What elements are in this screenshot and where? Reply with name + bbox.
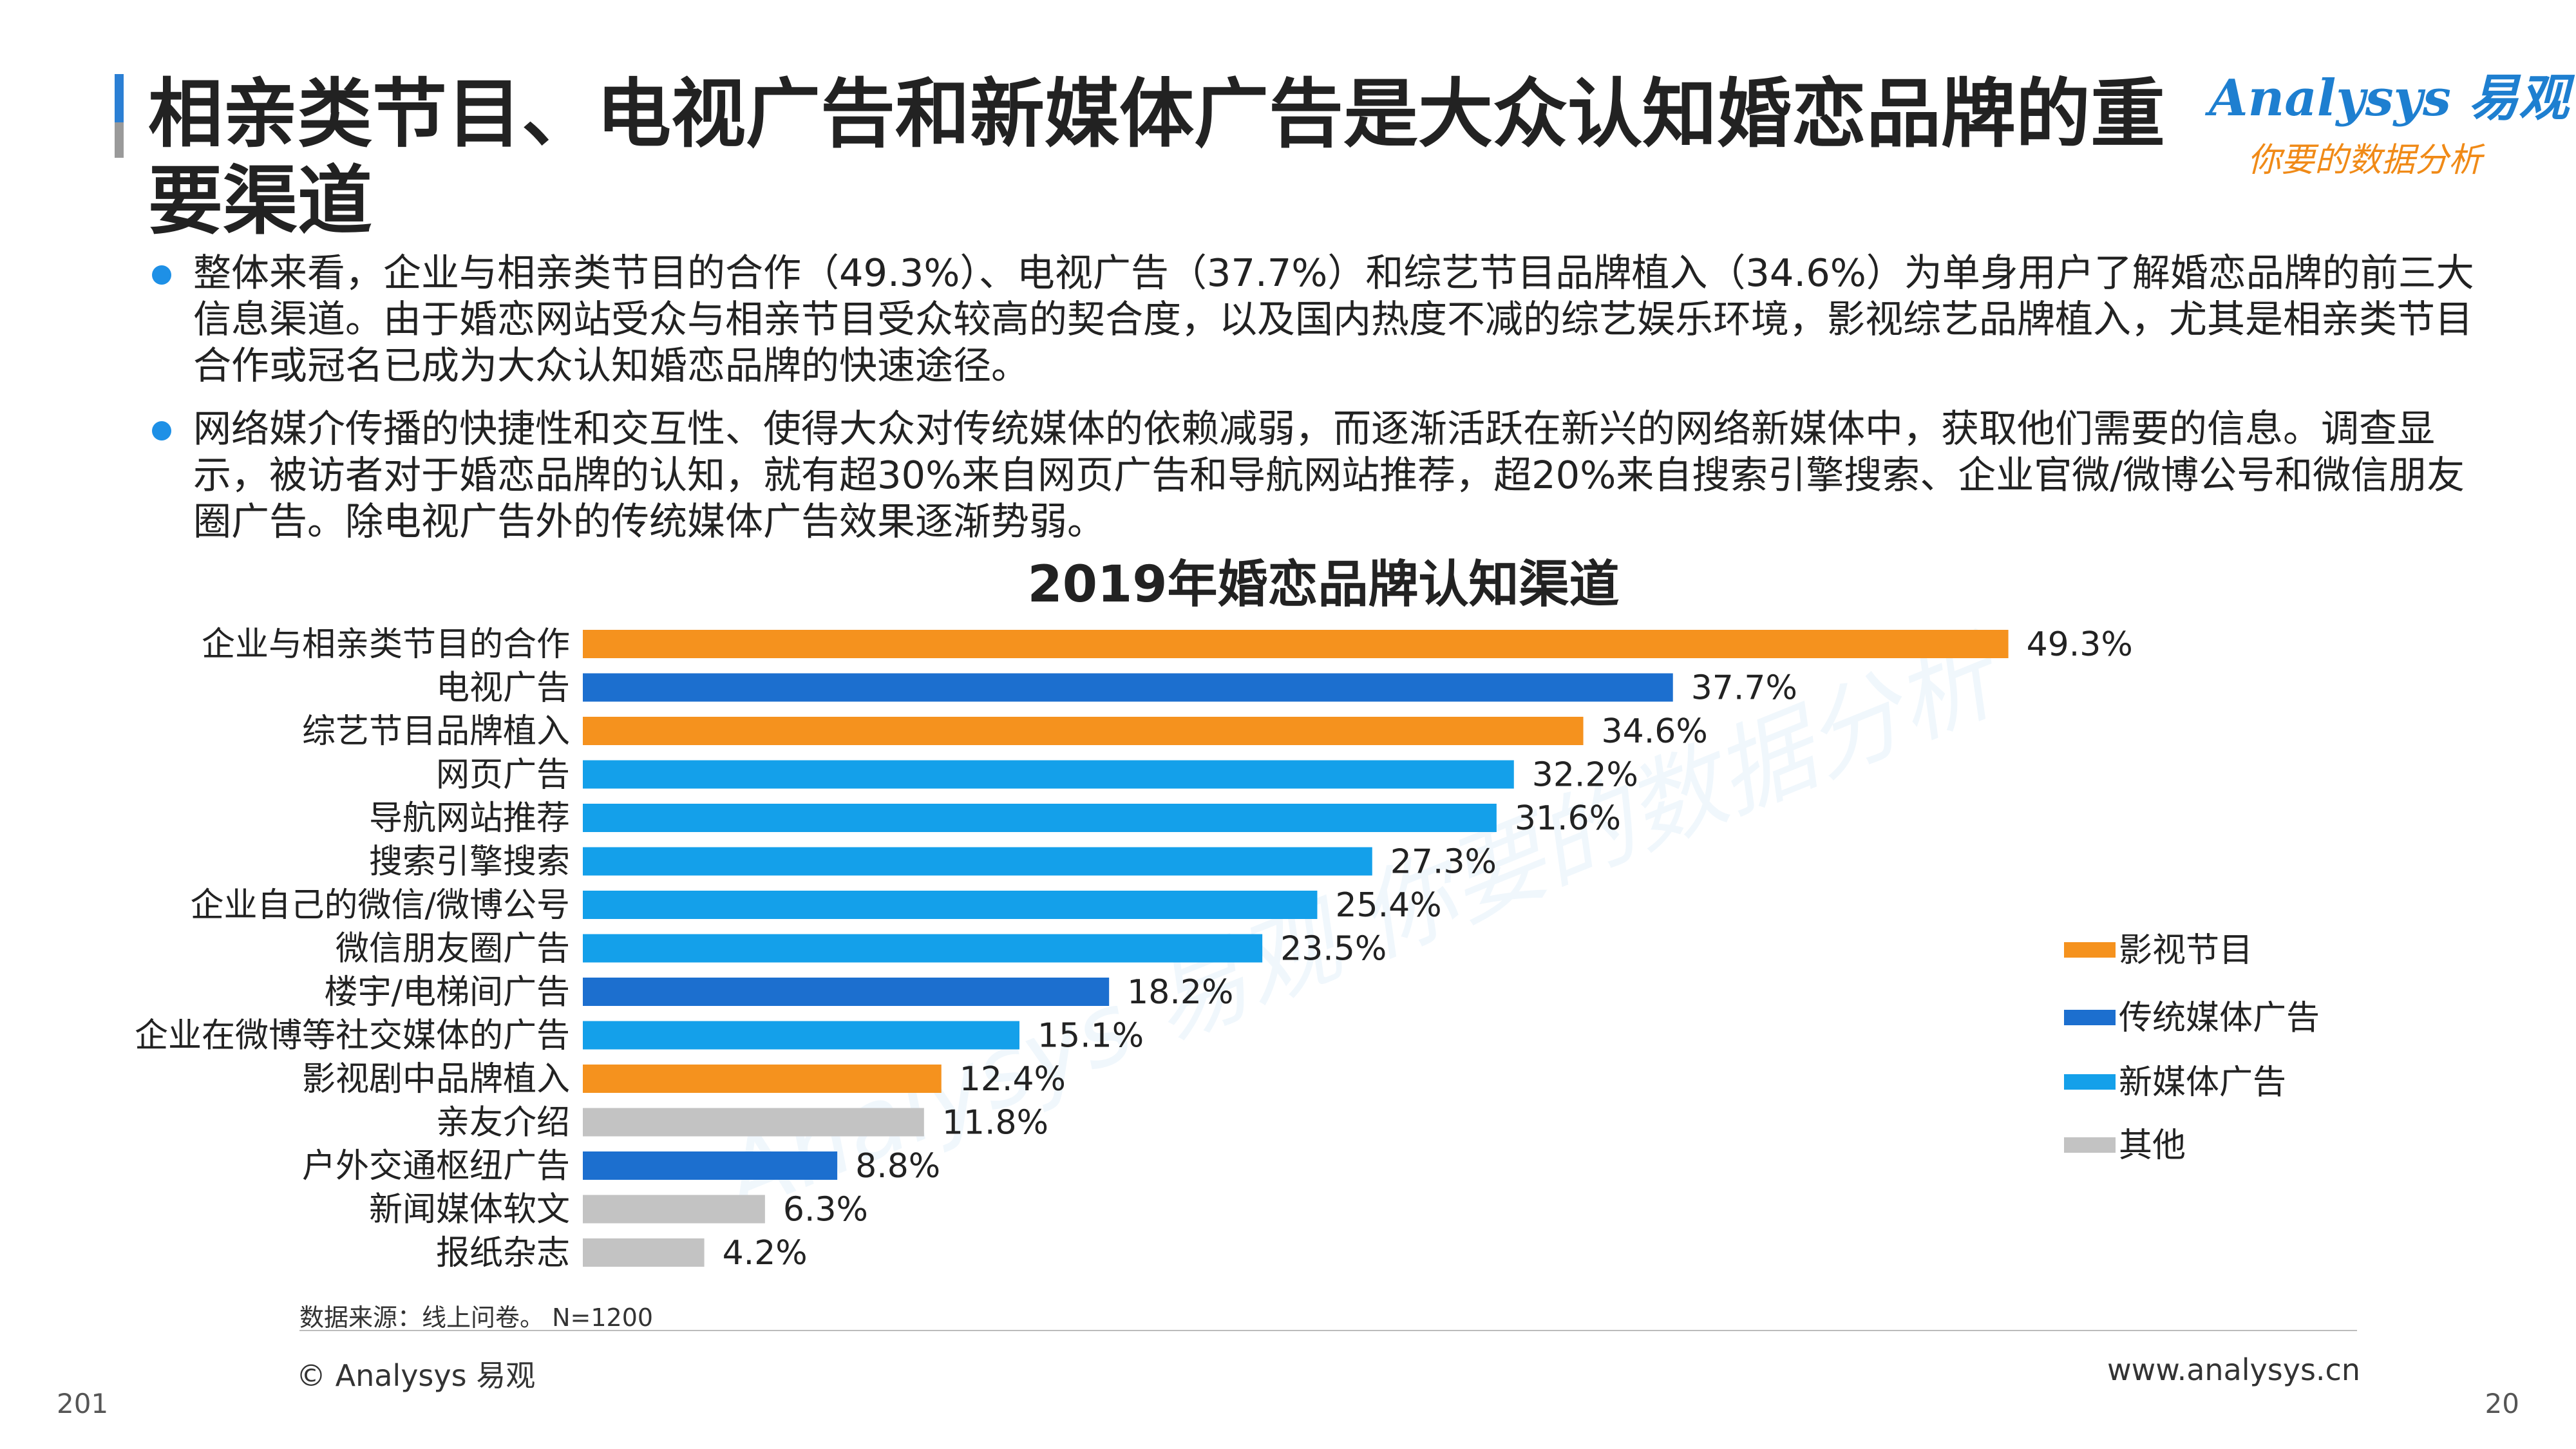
- bar: [583, 673, 1673, 702]
- category-label: 网页广告: [436, 756, 570, 795]
- legend-swatch: [2064, 1010, 2116, 1025]
- category-label: 企业自己的微信/微博公号: [190, 886, 570, 925]
- bar: [583, 760, 1514, 789]
- bar: [583, 891, 1318, 919]
- category-label: 企业在微博等社交媒体的广告: [135, 1017, 570, 1056]
- legend-label: 新媒体广告: [2119, 1063, 2286, 1102]
- bullet-text: 整体来看，企业与相亲类节目的合作（49.3%）、电视广告（37.7%）和综艺节目…: [193, 251, 2474, 388]
- category-label: 电视广告: [436, 669, 570, 708]
- value-label: 15.1%: [1037, 1017, 1144, 1056]
- value-label: 34.6%: [1602, 712, 1708, 751]
- analysys-logo: Analysys 易观 你要的数据分析: [2209, 58, 2570, 180]
- value-label: 4.2%: [723, 1234, 808, 1273]
- category-label: 新闻媒体软文: [369, 1191, 570, 1229]
- category-label: 楼宇/电梯间广告: [324, 973, 570, 1012]
- value-label: 11.8%: [942, 1104, 1048, 1142]
- category-label: 综艺节目品牌植入: [302, 712, 570, 751]
- bullet-list: 整体来看，企业与相亲类节目的合作（49.3%）、电视广告（37.7%）和综艺节目…: [148, 250, 2499, 562]
- legend-label: 其他: [2119, 1126, 2186, 1165]
- value-label: 8.8%: [855, 1147, 940, 1186]
- category-label: 影视剧中品牌植入: [302, 1060, 570, 1099]
- data-source: 数据来源：线上问卷。 N=1200: [299, 1303, 654, 1332]
- bar: [583, 978, 1110, 1006]
- legend-label: 传统媒体广告: [2119, 999, 2320, 1037]
- copyright: © Analysys 易观: [296, 1358, 536, 1393]
- bullet-text: 网络媒介传播的快捷性和交互性、使得大众对传统媒体的依赖减弱，而逐渐活跃在新兴的网…: [193, 406, 2465, 544]
- bar: [583, 1151, 838, 1180]
- bar: [583, 1065, 942, 1093]
- chart-title: 2019年婚恋品牌认知渠道: [1027, 556, 1620, 614]
- legend-swatch: [2064, 942, 2116, 958]
- category-label: 搜索引擎搜索: [369, 843, 570, 882]
- value-label: 25.4%: [1335, 886, 1441, 925]
- value-label: 49.3%: [2027, 625, 2133, 664]
- bullet-item: 网络媒介传播的快捷性和交互性、使得大众对传统媒体的依赖减弱，而逐渐活跃在新兴的网…: [148, 406, 2499, 545]
- bullet-item: 整体来看，企业与相亲类节目的合作（49.3%）、电视广告（37.7%）和综艺节目…: [148, 250, 2499, 389]
- footer-divider: [299, 1330, 2357, 1331]
- website-link[interactable]: www.analysys.cn: [2107, 1352, 2360, 1387]
- bar-chart: 企业与相亲类节目的合作 49.3% 电视广告 37.7% 综艺节目品牌植入 34.6% 网页…: [135, 625, 2320, 1273]
- value-label: 23.5%: [1280, 930, 1387, 969]
- value-label: 37.7%: [1691, 669, 1797, 708]
- bar: [583, 1021, 1019, 1050]
- category-label: 微信朋友圈广告: [336, 930, 570, 969]
- bar: [583, 847, 1372, 876]
- category-label: 企业与相亲类节目的合作: [202, 625, 570, 664]
- logo-brand: Analysys 易观: [2209, 69, 2570, 128]
- legend-swatch: [2064, 1137, 2116, 1153]
- value-label: 6.3%: [783, 1191, 868, 1229]
- page-number-right: 20: [2485, 1388, 2519, 1419]
- legend-swatch: [2064, 1074, 2116, 1090]
- value-label: 18.2%: [1127, 973, 1233, 1012]
- page-number-left: 201: [57, 1388, 109, 1419]
- category-label: 户外交通枢纽广告: [302, 1147, 570, 1186]
- page-title: 相亲类节目、电视广告和新媒体广告是大众认知婚恋品牌的重要渠道: [148, 71, 2165, 245]
- legend-label: 影视节目: [2119, 931, 2253, 970]
- bar: [583, 1108, 924, 1137]
- bar: [583, 804, 1497, 832]
- value-label: 27.3%: [1390, 843, 1497, 882]
- category-label: 报纸杂志: [436, 1234, 570, 1273]
- bar: [583, 934, 1263, 963]
- bar: [583, 630, 2009, 658]
- bar: [583, 717, 1584, 745]
- bullet-dot-icon: [152, 265, 171, 285]
- title-accent-bar-grey: [115, 122, 124, 158]
- category-label: 导航网站推荐: [369, 799, 570, 838]
- logo-tagline: 你要的数据分析: [2248, 141, 2483, 180]
- value-label: 12.4%: [960, 1060, 1066, 1099]
- bar: [583, 1195, 765, 1224]
- bar: [583, 1238, 705, 1267]
- value-label: 31.6%: [1515, 799, 1621, 838]
- value-label: 32.2%: [1532, 756, 1638, 795]
- bullet-dot-icon: [152, 421, 171, 440]
- category-label: 亲友介绍: [436, 1104, 570, 1142]
